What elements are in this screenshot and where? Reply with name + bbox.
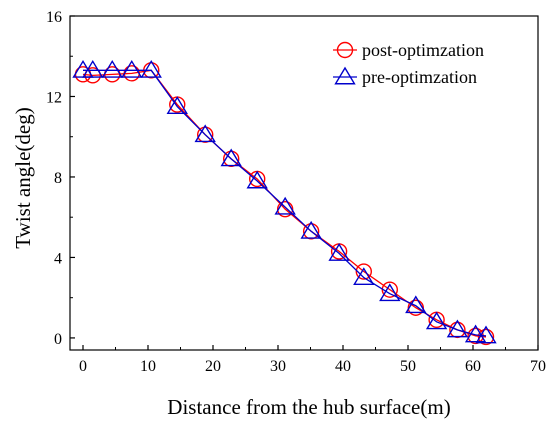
series-pre-optimzation [72,59,497,344]
data-point-circle [355,263,372,280]
data-point-triangle [353,267,375,286]
data-point-triangle [328,243,350,261]
legend: post-optimzation pre-optimzation [333,40,484,87]
data-point-triangle [300,220,322,239]
legend-label: pre-optimzation [362,67,477,87]
y-axis-label: Twist angle(deg) [11,107,35,248]
x-tick-label: 0 [79,358,87,375]
plot-area [72,59,497,346]
data-point-triangle [101,59,123,78]
data-point-circle [84,67,101,84]
data-point-triangle [166,96,188,114]
series-line [82,69,487,338]
plot-frame [69,15,539,351]
data-point-triangle [220,148,242,167]
x-tick-label: 60 [465,358,481,375]
data-point-circle [449,321,466,339]
x-tick-label: 50 [400,358,416,375]
y-tick-label: 4 [54,250,62,267]
data-point-triangle [405,295,427,314]
x-tick-label: 10 [140,358,156,375]
legend-label: post-optimzation [362,40,484,60]
x-axis-label: Distance from the hub surface(m) [167,395,450,419]
legend-circle-marker [336,41,354,59]
data-point-triangle [246,170,268,189]
legend-item: pre-optimzation [333,66,477,87]
x-tick-label: 20 [205,358,221,375]
data-point-circle [196,126,214,143]
y-tick-label: 12 [46,89,62,106]
data-point-triangle [140,59,162,78]
ticks: 0 10 20 30 40 50 60 70 0 4 8 12 16 [46,9,546,375]
data-point-triangle [379,283,401,302]
y-tick-label: 0 [54,331,62,348]
axes [69,15,539,351]
legend-item: post-optimzation [333,40,484,60]
data-point-triangle [194,124,216,143]
x-tick-label: 70 [530,358,546,375]
data-point-circle [276,200,294,218]
data-point-triangle [425,311,448,330]
data-point-circle [222,150,240,168]
data-point-triangle [82,59,104,78]
data-point-circle [407,299,424,316]
x-tick-label: 30 [270,358,286,375]
y-tick-label: 8 [54,170,62,187]
data-point-triangle [121,59,143,78]
data-point-triangle [274,196,296,215]
data-point-triangle [446,319,469,338]
data-point-triangle [464,324,487,343]
legend-triangle-marker [334,66,356,85]
x-tick-label: 40 [335,358,351,375]
data-point-circle [302,223,320,240]
series-line [83,69,487,337]
data-point-circle [477,328,495,346]
series-post-optimzation [74,62,495,346]
data-point-triangle [475,325,497,344]
y-tick-label: 16 [46,9,62,26]
